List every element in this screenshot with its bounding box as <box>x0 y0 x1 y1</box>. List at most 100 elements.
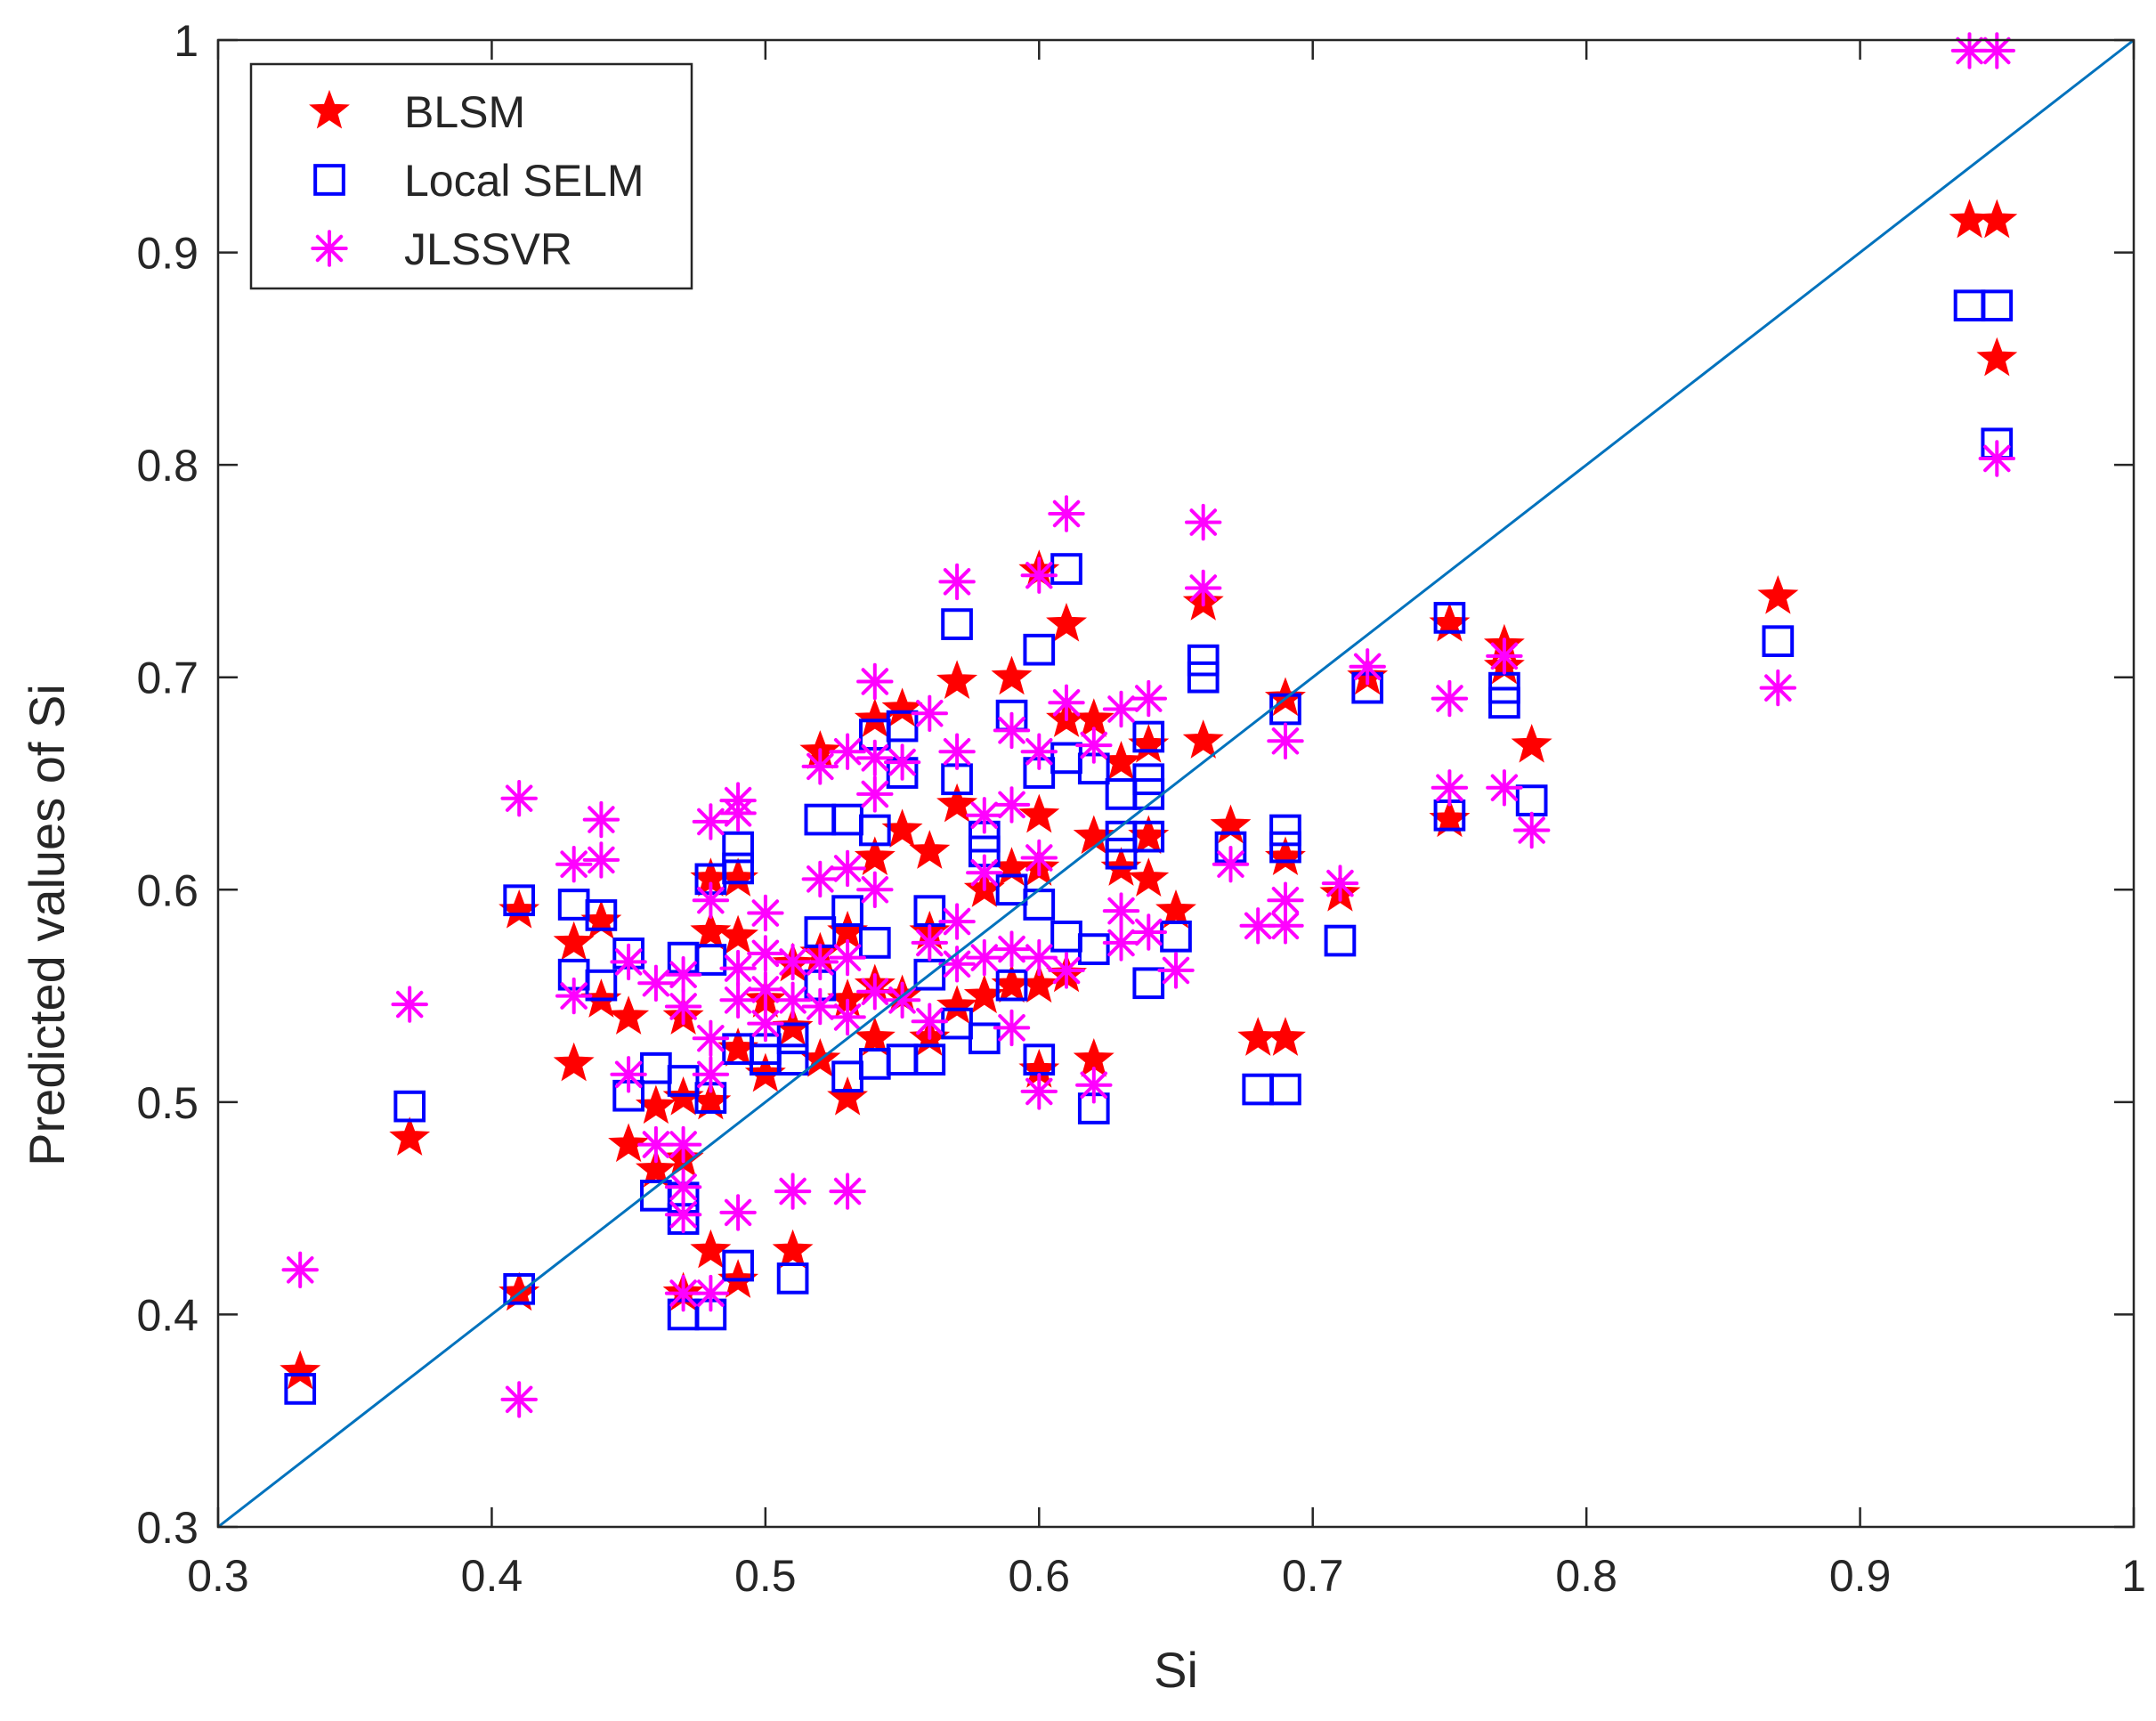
data-point <box>1433 602 1466 634</box>
legend-marker <box>309 89 350 129</box>
data-point <box>1185 503 1222 541</box>
data-point <box>1187 661 1220 694</box>
data-point <box>1267 907 1304 945</box>
data-point <box>854 836 896 876</box>
data-point <box>1187 644 1220 677</box>
data-point <box>831 895 863 927</box>
data-point <box>936 985 978 1025</box>
data-point <box>555 846 593 883</box>
data-point <box>858 927 891 959</box>
data-point <box>883 743 921 781</box>
data-point <box>722 831 754 864</box>
data-point <box>1077 933 1110 965</box>
data-point <box>637 1125 675 1164</box>
data-point <box>722 852 754 885</box>
data-point <box>500 780 538 817</box>
legend-marker <box>313 164 345 196</box>
data-point <box>692 881 730 919</box>
data-point <box>1488 686 1520 719</box>
data-point <box>993 1009 1031 1047</box>
data-point <box>719 1194 757 1231</box>
data-point <box>585 899 618 931</box>
data-point <box>1182 719 1224 759</box>
y-tick-label: 0.7 <box>136 653 199 703</box>
data-point <box>991 655 1033 695</box>
y-axis-label: Predicted values of Si <box>19 684 75 1166</box>
data-point <box>1212 846 1250 883</box>
data-point <box>1976 337 2018 377</box>
data-point <box>829 998 866 1036</box>
data-point <box>610 943 647 981</box>
data-point <box>281 1251 319 1288</box>
data-point <box>774 1173 812 1210</box>
data-point <box>856 739 894 777</box>
data-point <box>582 841 620 879</box>
data-point <box>1075 1067 1113 1104</box>
legend-label: BLSM <box>404 87 525 137</box>
data-point <box>1132 720 1165 753</box>
data-point <box>1020 938 1058 977</box>
data-point <box>1486 769 1523 807</box>
data-point <box>1048 684 1085 721</box>
data-point <box>1050 553 1082 585</box>
data-point <box>608 1123 650 1163</box>
data-point <box>280 1350 321 1390</box>
data-point <box>1757 574 1799 614</box>
data-point <box>1269 831 1301 864</box>
data-point <box>856 662 894 701</box>
data-point <box>909 830 951 869</box>
y-tick-label: 1 <box>174 16 199 66</box>
data-point <box>692 803 730 840</box>
data-point <box>1762 625 1795 657</box>
data-point <box>801 748 839 785</box>
data-point <box>776 1022 809 1055</box>
plot-area <box>217 32 2135 1529</box>
series-jlssvr <box>281 32 2015 1418</box>
data-point <box>936 783 978 823</box>
data-point <box>966 797 1003 834</box>
legend-marker <box>311 230 348 267</box>
data-point <box>635 1149 677 1188</box>
data-point <box>829 849 866 888</box>
x-tick-label: 0.4 <box>461 1551 523 1601</box>
data-point <box>1128 857 1170 897</box>
data-point <box>1132 820 1165 853</box>
data-point <box>993 711 1031 750</box>
data-point <box>1185 569 1222 607</box>
data-point <box>993 786 1031 824</box>
legend-label: JLSSVR <box>404 224 572 274</box>
data-point <box>856 973 894 1011</box>
data-point <box>284 1373 317 1405</box>
data-point <box>936 660 978 700</box>
data-point <box>886 710 919 743</box>
data-point <box>938 903 976 940</box>
legend-label: Local SELM <box>404 156 644 206</box>
data-point <box>1018 793 1060 833</box>
data-point <box>881 687 923 727</box>
data-point <box>941 608 973 640</box>
data-point <box>1048 495 1085 532</box>
data-point <box>883 981 921 1019</box>
x-tick-label: 0.7 <box>1282 1551 1344 1601</box>
data-point <box>610 1056 647 1093</box>
legend-item: JLSSVR <box>311 224 572 274</box>
data-point <box>1023 633 1056 666</box>
data-point <box>993 930 1031 968</box>
data-point <box>1264 1017 1306 1056</box>
x-tick-label: 0.6 <box>1009 1551 1071 1601</box>
data-point <box>692 1019 730 1057</box>
data-point <box>913 1043 946 1076</box>
data-point <box>774 981 812 1019</box>
data-point <box>747 1004 784 1043</box>
data-point <box>1157 952 1195 989</box>
data-point <box>829 938 866 977</box>
data-point <box>664 956 702 994</box>
data-point <box>995 969 1028 1002</box>
x-tick-label: 1 <box>2121 1551 2146 1601</box>
data-point <box>664 987 702 1026</box>
reference-line <box>217 38 2135 1529</box>
data-point <box>1155 889 1196 929</box>
data-point <box>1132 967 1165 1000</box>
data-point <box>1978 440 2015 477</box>
